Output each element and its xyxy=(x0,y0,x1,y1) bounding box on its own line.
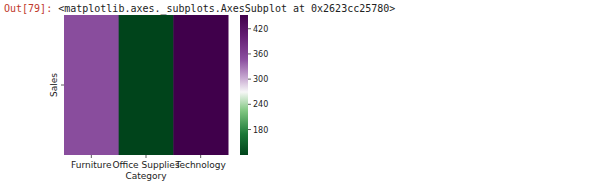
x-axis-label: Category xyxy=(125,171,167,181)
colorbar-tick xyxy=(248,28,251,29)
x-tick xyxy=(146,155,147,158)
x-tick-label: Furniture xyxy=(71,160,112,170)
heatmap-cell xyxy=(64,15,119,155)
y-tick-label: Sales xyxy=(49,73,59,97)
heatmap-cell xyxy=(119,15,174,155)
repr: <matplotlib.axes._subplots.AxesSubplot a… xyxy=(58,3,395,15)
colorbar-tick-label: 180 xyxy=(253,126,268,135)
colorbar-tick-label: 240 xyxy=(253,100,268,109)
colorbar-tick-label: 420 xyxy=(253,25,268,34)
x-tick xyxy=(200,155,201,158)
x-tick xyxy=(91,155,92,158)
x-tick-label: Technology xyxy=(174,160,226,170)
y-tick xyxy=(61,85,64,86)
x-tick-label: Office Supplies xyxy=(112,160,180,170)
colorbar-tick xyxy=(248,104,251,105)
prompt: Out[79]: xyxy=(4,3,52,14)
output-line: Out[79]: <matplotlib.axes._subplots.AxesS… xyxy=(4,3,395,15)
page: Out[79]: <matplotlib.axes._subplots.AxesS… xyxy=(0,0,602,191)
colorbar-tick-label: 300 xyxy=(253,75,268,84)
colorbar xyxy=(240,15,248,155)
colorbar-tick xyxy=(248,53,251,54)
heatmap-cell xyxy=(173,15,228,155)
colorbar-tick xyxy=(248,129,251,130)
colorbar-tick-label: 360 xyxy=(253,50,268,59)
cells xyxy=(64,15,229,155)
colorbar-tick xyxy=(248,79,251,80)
